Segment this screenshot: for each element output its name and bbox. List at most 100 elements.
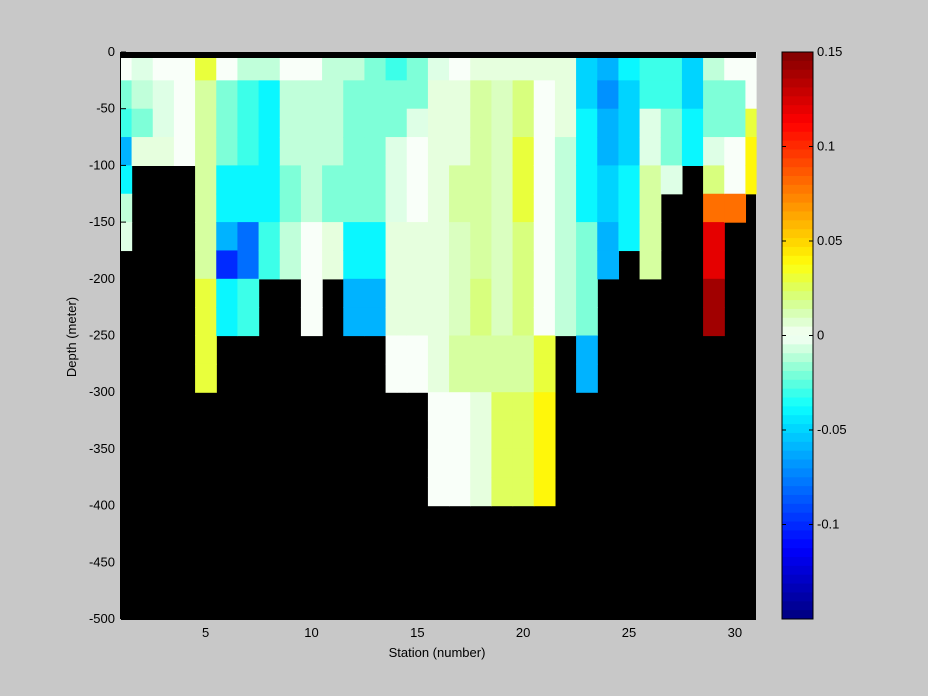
- heatmap-cell: [512, 80, 535, 110]
- heatmap-cell: [173, 137, 196, 166]
- heatmap-cell: [576, 52, 598, 81]
- heatmap-cell: [385, 363, 408, 393]
- heatmap-cell: [491, 165, 514, 195]
- heatmap-cell: [745, 80, 757, 110]
- heatmap-cell: [639, 222, 662, 252]
- heatmap-cell: [385, 307, 408, 337]
- heatmap-cell: [216, 250, 239, 280]
- heatmap-cell: [449, 222, 471, 252]
- heatmap-cell: [470, 307, 493, 337]
- y-tick-label: -200: [89, 271, 115, 286]
- heatmap-cell: [554, 52, 577, 81]
- x-tick-label: 30: [728, 625, 742, 640]
- heatmap-cell: [406, 193, 429, 223]
- heatmap-cell: [512, 137, 535, 166]
- heatmap-cell: [322, 165, 344, 195]
- heatmap-cell: [639, 137, 662, 166]
- heatmap-cell: [449, 137, 471, 166]
- colorbar-swatch: [782, 556, 813, 567]
- heatmap-cell: [406, 307, 429, 337]
- colorbar-tick-label: -0.05: [817, 422, 847, 437]
- heatmap-cell: [237, 250, 260, 280]
- heatmap-cell: [449, 363, 471, 393]
- colorbar-swatch: [782, 503, 813, 514]
- heatmap-cell: [364, 222, 387, 252]
- heatmap-cell: [121, 165, 133, 195]
- heatmap-cell: [449, 278, 471, 308]
- heatmap-cell: [385, 335, 408, 365]
- colorbar-swatch: [782, 220, 813, 230]
- heatmap-cell: [512, 250, 535, 280]
- heatmap-cell: [131, 137, 154, 166]
- heatmap-cell: [427, 193, 450, 223]
- heatmap-cell: [724, 165, 747, 195]
- surface-band: [121, 52, 756, 58]
- heatmap-cell: [237, 137, 260, 166]
- heatmap-cell: [576, 363, 598, 393]
- heatmap-cell: [427, 363, 450, 393]
- heatmap-cell: [512, 477, 535, 507]
- heatmap-cell: [385, 278, 408, 308]
- heatmap-cell: [300, 193, 323, 223]
- colorbar-swatch: [782, 238, 813, 248]
- heatmap-cell: [576, 108, 598, 138]
- heatmap-cell: [195, 108, 217, 138]
- colorbar-swatch: [782, 105, 813, 115]
- heatmap-cell: [576, 137, 598, 166]
- colorbar-swatch: [782, 415, 813, 425]
- heatmap-cell: [216, 165, 239, 195]
- heatmap-cell: [322, 80, 344, 110]
- y-tick-label: -450: [89, 554, 115, 569]
- heatmap-cell: [470, 52, 493, 81]
- heatmap-cell: [512, 363, 535, 393]
- heatmap-cell: [470, 193, 493, 223]
- heatmap-cell: [322, 193, 344, 223]
- heatmap-cell: [512, 420, 535, 450]
- heatmap-cell: [427, 307, 450, 337]
- heatmap-cell: [322, 108, 344, 138]
- heatmap-cell: [364, 52, 387, 81]
- heatmap-cell: [745, 108, 757, 138]
- heatmap-cell: [216, 108, 239, 138]
- colorbar-swatch: [782, 326, 813, 336]
- heatmap-cell: [237, 108, 260, 138]
- heatmap-cell: [576, 80, 598, 110]
- heatmap-cell: [237, 165, 260, 195]
- colorbar-swatch: [782, 379, 813, 390]
- heatmap-cell: [237, 278, 260, 308]
- heatmap-cell: [300, 250, 323, 280]
- colorbar-swatch: [782, 521, 813, 531]
- heatmap-cell: [491, 137, 514, 166]
- heatmap-cell: [533, 165, 556, 195]
- heatmap-cell: [639, 193, 662, 223]
- colorbar-swatch: [782, 140, 813, 150]
- heatmap-cell: [660, 137, 683, 166]
- heatmap-cell: [258, 193, 281, 223]
- heatmap-cell: [576, 335, 598, 365]
- heatmap-cell: [195, 80, 217, 110]
- heatmap-cell: [279, 222, 302, 252]
- colorbar-swatch: [782, 264, 813, 274]
- heatmap-cell: [554, 307, 577, 337]
- heatmap-cell: [491, 250, 514, 280]
- heatmap-cell: [449, 80, 471, 110]
- colorbar-tick-label: 0.15: [817, 44, 842, 59]
- heatmap-cell: [216, 52, 239, 81]
- heatmap-cell: [512, 278, 535, 308]
- heatmap-cell: [237, 222, 260, 252]
- colorbar-swatch: [782, 450, 813, 461]
- heatmap-cell: [449, 477, 471, 507]
- colorbar-swatch: [782, 69, 813, 80]
- heatmap-cell: [703, 250, 725, 280]
- heatmap-cell: [512, 52, 535, 81]
- colorbar-swatch: [782, 539, 813, 549]
- heatmap-cell: [364, 137, 387, 166]
- heatmap-cell: [618, 165, 641, 195]
- colorbar-swatch: [782, 202, 813, 212]
- heatmap-cell: [576, 193, 598, 223]
- heatmap-cell: [449, 420, 471, 450]
- y-tick-label: -400: [89, 498, 115, 513]
- y-axis-label: Depth (meter): [64, 297, 79, 377]
- heatmap-cell: [258, 80, 281, 110]
- heatmap-cell: [554, 250, 577, 280]
